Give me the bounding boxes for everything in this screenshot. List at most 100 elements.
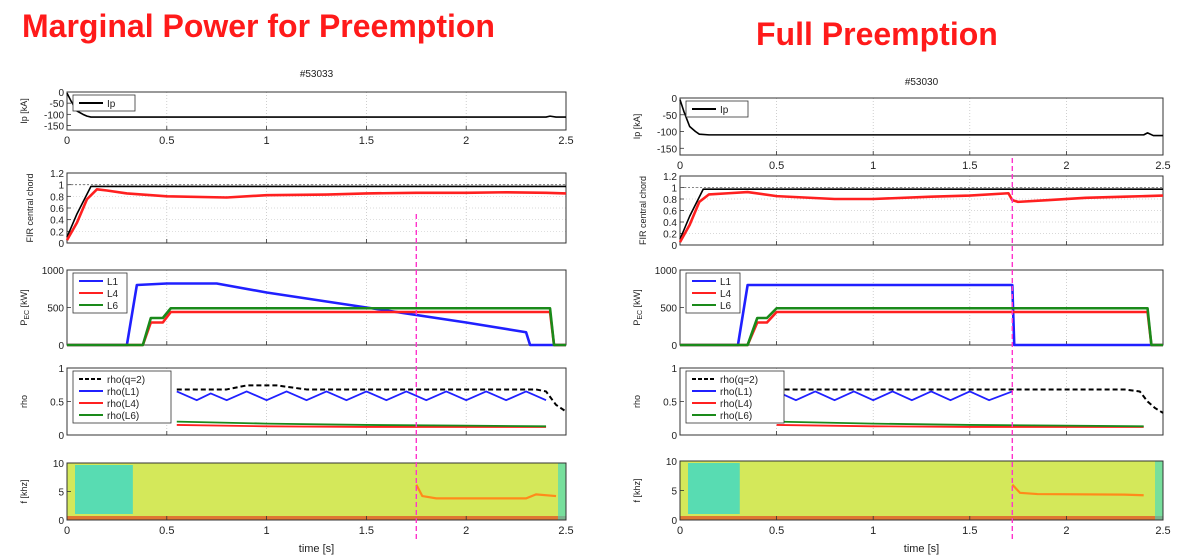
- right-panel-3-legend-label: L1: [720, 277, 732, 288]
- left-panel-2-series-fir: [65, 188, 567, 241]
- left-panel-2-ytick-label: 0.2: [50, 227, 64, 238]
- left-panel-3-ytick-label: 1000: [42, 266, 65, 277]
- left-panel-1-series-ip: [66, 92, 566, 118]
- right-panel-1-legend-label: Ip: [720, 105, 729, 116]
- left-panel-1-legend-label: Ip: [107, 99, 116, 110]
- left-panel-2-series-reference: [66, 185, 566, 238]
- right-panel-5-low-freq-region: [688, 463, 740, 514]
- left-panel-5-xtick-label: 2.5: [558, 525, 573, 537]
- right-panel-2-ytick-label: 0.8: [663, 195, 677, 206]
- left-panel-4-ytick-label: 0: [58, 431, 64, 442]
- left-panel-5-edge-band: [558, 463, 566, 520]
- right-panel-5-xtick-label: 2: [1063, 525, 1069, 537]
- left-panel-4-legend-label: rho(L6): [107, 411, 139, 422]
- right-panel-3-series-l6: [680, 306, 1163, 347]
- left-panel-5-spectrogram-bg: [67, 463, 566, 520]
- left-panel-5-mode-line: [415, 484, 557, 500]
- right-panel-1-xtick-label: 1: [870, 160, 876, 172]
- left-panel-4-legend-label: rho(L4): [107, 399, 139, 410]
- right-panel-5-spectrogram-bg: [680, 461, 1163, 520]
- left-shot-number: #53033: [300, 69, 334, 80]
- left-panel-1-xtick-label: 0.5: [159, 135, 174, 147]
- right-panel-5-xtick-label: 0.5: [769, 525, 784, 537]
- right-shot-number: #53030: [905, 77, 939, 88]
- left-panel-5-ytick-label: 0: [58, 516, 64, 527]
- left-x-axis-label: time [s]: [299, 543, 334, 555]
- right-panel-4-legend-label: rho(q=2): [720, 375, 758, 386]
- left-panel-4-legend-label: rho(q=2): [107, 375, 145, 386]
- right-panel-1-ytick-label: -100: [657, 128, 677, 139]
- left-panel-1-ytick-label: -150: [44, 122, 64, 133]
- heading-marginal-power: Marginal Power for Preemption: [22, 8, 495, 44]
- right-panel-2-ytick-label: 0: [671, 241, 677, 252]
- left-panel-5: 0 5 10 0 0.5 1 1.5 2 2.5 f [khz]: [19, 459, 574, 537]
- right-panel-5-xtick-label: 1: [870, 525, 876, 537]
- right-panel-4-y-axis-label: rho: [632, 395, 642, 408]
- left-panel-5-xtick-label: 0.5: [159, 525, 174, 537]
- right-panel-4-legend-label: rho(L6): [720, 411, 752, 422]
- left-panel-3-ytick-label: 500: [47, 304, 64, 315]
- right-panel-2-ytick-label: 1.2: [663, 172, 677, 183]
- left-panel-3-series-l4: [67, 310, 566, 347]
- left-panel-4: 0 0.5 1 rho rho(q=2)rho(L1)rho(L4)rho(L6): [19, 364, 567, 442]
- right-panel-2-series-fir: [678, 190, 1164, 243]
- left-panel-5-ytick-label: 10: [53, 459, 65, 470]
- right-panel-5-edge-band: [1155, 461, 1163, 520]
- heading-full-preemption: Full Preemption: [756, 16, 998, 52]
- right-panel-4: 0 0.5 1 rho rho(q=2)rho(L1)rho(L4)rho(L6): [632, 364, 1164, 442]
- right-panel-4-series-rho-l1-: [776, 390, 1013, 402]
- left-panel-1-ytick-label: -50: [50, 99, 65, 110]
- left-panel-3-legend-label: L1: [107, 277, 119, 288]
- left-panel-1-xtick-label: 2: [463, 135, 469, 147]
- left-panel-2: 00.20.40.60.811.2 FIR central chord: [25, 169, 567, 250]
- left-panel-2-ytick-label: 1.2: [50, 169, 64, 180]
- right-panel-5-ytick-label: 0: [671, 516, 677, 527]
- left-panel-2-ytick-label: 1: [58, 181, 64, 192]
- left-panel-4-series-rho-l4-: [176, 424, 547, 428]
- left-panel-2-ytick-label: 0: [58, 239, 64, 250]
- left-panel-3-series-l6: [67, 306, 566, 347]
- left-panel-1-legend-box: [72, 94, 136, 112]
- right-panel-1-y-axis-label: Ip [kA]: [632, 114, 642, 140]
- right-panel-5-ytick-label: 5: [671, 487, 677, 498]
- right-panel-5-mode-line: [1011, 483, 1144, 497]
- left-panel-3-ytick-label: 0: [58, 341, 64, 352]
- left-panel-3-y-axis-label: PEC [kW]: [19, 289, 31, 325]
- right-panel-4-legend-label: rho(L4): [720, 399, 752, 410]
- left-panel-1-xtick-label: 1.5: [359, 135, 374, 147]
- right-panel-3-ytick-label: 0: [671, 341, 677, 352]
- left-panel-4-ytick-label: 0.5: [50, 398, 64, 409]
- right-panel-1-ytick-label: -50: [663, 111, 678, 122]
- right-panel-4-series-rho-q-2-: [776, 388, 1164, 414]
- right-panel-1-xtick-label: 1.5: [962, 160, 977, 172]
- left-panel-5-xtick-label: 1: [264, 525, 270, 537]
- right-panel-3-y-axis-label: PEC [kW]: [632, 289, 644, 325]
- right-panel-1-xtick-label: 2: [1063, 160, 1069, 172]
- left-panel-1-ytick-label: -100: [44, 110, 64, 121]
- right-panel-2-series-reference: [679, 188, 1163, 240]
- right-panel-1-frame: [679, 97, 1164, 156]
- right-panel-1-xtick-label: 0.5: [769, 160, 784, 172]
- right-panel-4-ytick-label: 1: [671, 364, 677, 375]
- left-panel-3-series-l1: [67, 282, 566, 347]
- right-panel-3-legend-label: L6: [720, 301, 732, 312]
- left-panel-1-xtick-label: 1: [264, 135, 270, 147]
- right-panel-2-y-axis-label: FIR central chord: [638, 176, 648, 245]
- right-panel-4-legend-label: rho(L1): [720, 387, 752, 398]
- left-panel-1-ytick-label: 0: [58, 88, 64, 99]
- left-panel-4-series-rho-q-2-: [176, 384, 567, 413]
- left-panel-2-ytick-label: 0.6: [50, 204, 64, 215]
- left-panel-5-y-axis-label: f [khz]: [19, 479, 29, 503]
- left-panel-4-legend-label: rho(L1): [107, 387, 139, 398]
- right-panel-1-series-ip: [679, 99, 1163, 137]
- right-panel-5-xtick-label: 2.5: [1155, 525, 1170, 537]
- right-panel-1-ytick-label: 0: [671, 94, 677, 105]
- right-panel-5-base-band: [680, 516, 1163, 520]
- right-panel-3-legend-label: L4: [720, 289, 732, 300]
- left-panel-2-ytick-label: 0.8: [50, 192, 64, 203]
